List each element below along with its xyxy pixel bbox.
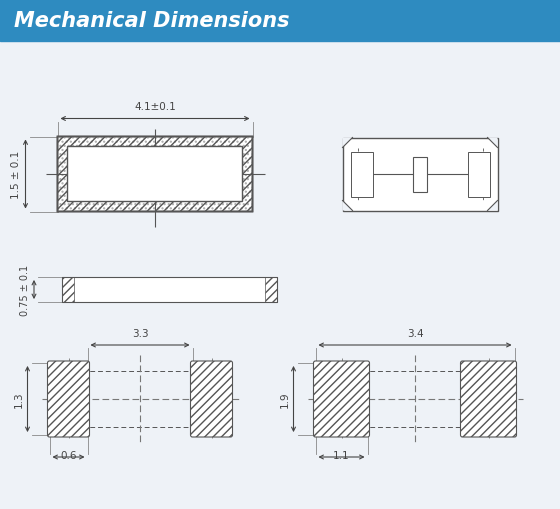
Text: 0.75 ± 0.1: 0.75 ± 0.1 bbox=[20, 264, 30, 316]
Bar bbox=[343, 138, 497, 211]
FancyBboxPatch shape bbox=[48, 361, 90, 437]
Bar bbox=[351, 152, 372, 197]
Text: 0.6: 0.6 bbox=[60, 450, 77, 460]
Polygon shape bbox=[343, 138, 352, 148]
Text: 4.1±0.1: 4.1±0.1 bbox=[134, 101, 176, 111]
Bar bbox=[413, 157, 427, 192]
Bar bbox=[468, 152, 489, 197]
Text: 1.9: 1.9 bbox=[279, 391, 290, 408]
Bar bbox=[0, 0, 560, 42]
Polygon shape bbox=[488, 138, 497, 148]
Bar bbox=[62, 277, 74, 302]
Bar bbox=[265, 277, 277, 302]
Text: 3.3: 3.3 bbox=[132, 328, 148, 338]
FancyBboxPatch shape bbox=[460, 361, 516, 437]
FancyBboxPatch shape bbox=[190, 361, 232, 437]
Polygon shape bbox=[343, 201, 352, 211]
FancyBboxPatch shape bbox=[58, 137, 253, 212]
Bar bbox=[62, 277, 277, 302]
FancyBboxPatch shape bbox=[314, 361, 370, 437]
Text: 1.1: 1.1 bbox=[333, 450, 350, 460]
Text: 1.5 ± 0.1: 1.5 ± 0.1 bbox=[12, 151, 21, 199]
Polygon shape bbox=[488, 201, 497, 211]
Text: Mechanical Dimensions: Mechanical Dimensions bbox=[14, 11, 290, 31]
Text: 3.4: 3.4 bbox=[407, 328, 423, 338]
FancyBboxPatch shape bbox=[68, 147, 242, 202]
Text: 1.3: 1.3 bbox=[13, 391, 24, 408]
